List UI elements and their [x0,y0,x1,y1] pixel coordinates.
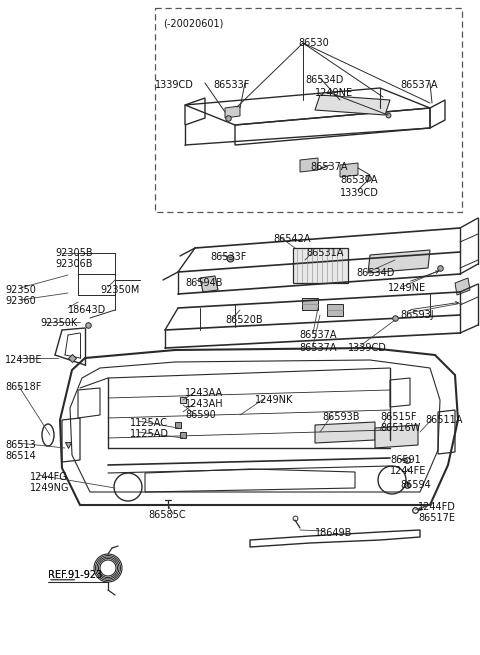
Text: 86530: 86530 [298,38,329,48]
Text: 86513: 86513 [5,440,36,450]
Text: 1249NE: 1249NE [315,88,353,98]
Text: 86534D: 86534D [356,268,395,278]
Text: 86517E: 86517E [418,513,455,523]
Text: 86594B: 86594B [185,278,223,288]
Text: 86518F: 86518F [5,382,41,392]
Text: 86534D: 86534D [305,75,343,85]
Text: 1125AD: 1125AD [130,429,169,439]
Text: 86585C: 86585C [148,510,186,520]
Text: 86594: 86594 [400,480,431,490]
Text: 86533F: 86533F [210,252,246,262]
Text: 18643D: 18643D [68,305,106,315]
Polygon shape [368,250,430,273]
Text: 86533F: 86533F [213,80,250,90]
Text: 86520B: 86520B [225,315,263,325]
Text: 86537A: 86537A [340,175,377,185]
Text: 1339CD: 1339CD [348,343,387,353]
Text: 86593J: 86593J [400,310,433,320]
Text: 1249NK: 1249NK [255,395,293,405]
Text: 86537A: 86537A [400,80,437,90]
Text: 1125AC: 1125AC [130,418,168,428]
Bar [293,248,348,283]
Text: 1244FD: 1244FD [418,502,456,512]
Text: 92360: 92360 [5,296,36,306]
Polygon shape [315,95,390,115]
Text: (-20020601): (-20020601) [163,18,223,28]
Text: 86537A: 86537A [299,330,336,340]
Text: 1339CD: 1339CD [340,188,379,198]
Text: 86537A: 86537A [310,162,348,172]
Text: 86591: 86591 [390,455,421,465]
Polygon shape [225,106,240,118]
Text: 1243BE: 1243BE [5,355,43,365]
Text: 92306B: 92306B [55,259,93,269]
Text: 1243AA: 1243AA [185,388,223,398]
Polygon shape [200,276,218,292]
Polygon shape [315,422,375,443]
Polygon shape [375,425,418,448]
Text: 86511A: 86511A [425,415,462,425]
Polygon shape [327,304,343,316]
Text: 92350: 92350 [5,285,36,295]
Text: 1339CD: 1339CD [155,80,194,90]
Text: 86593B: 86593B [322,412,360,422]
Text: 86590: 86590 [185,410,216,420]
Text: 86542A: 86542A [273,234,311,244]
Text: 92350M: 92350M [100,285,139,295]
Text: 86537A: 86537A [299,343,336,353]
Text: REF.91-923: REF.91-923 [48,570,102,580]
Text: 1244FG: 1244FG [30,472,68,482]
Text: 1249NE: 1249NE [388,283,426,293]
Text: 18649B: 18649B [315,528,352,538]
Text: 1249NG: 1249NG [30,483,70,493]
Polygon shape [300,158,318,172]
Polygon shape [340,163,358,177]
Polygon shape [302,298,318,310]
Text: REF.91-923: REF.91-923 [48,570,102,580]
Text: 92305B: 92305B [55,248,93,258]
Text: 86514: 86514 [5,451,36,461]
Text: 86516W: 86516W [380,423,420,433]
Polygon shape [455,278,470,295]
Text: 86531A: 86531A [306,248,343,258]
Text: 1244FE: 1244FE [390,466,426,476]
Text: 86515F: 86515F [380,412,417,422]
Text: 1243AH: 1243AH [185,399,224,409]
Text: 92350K: 92350K [40,318,77,328]
